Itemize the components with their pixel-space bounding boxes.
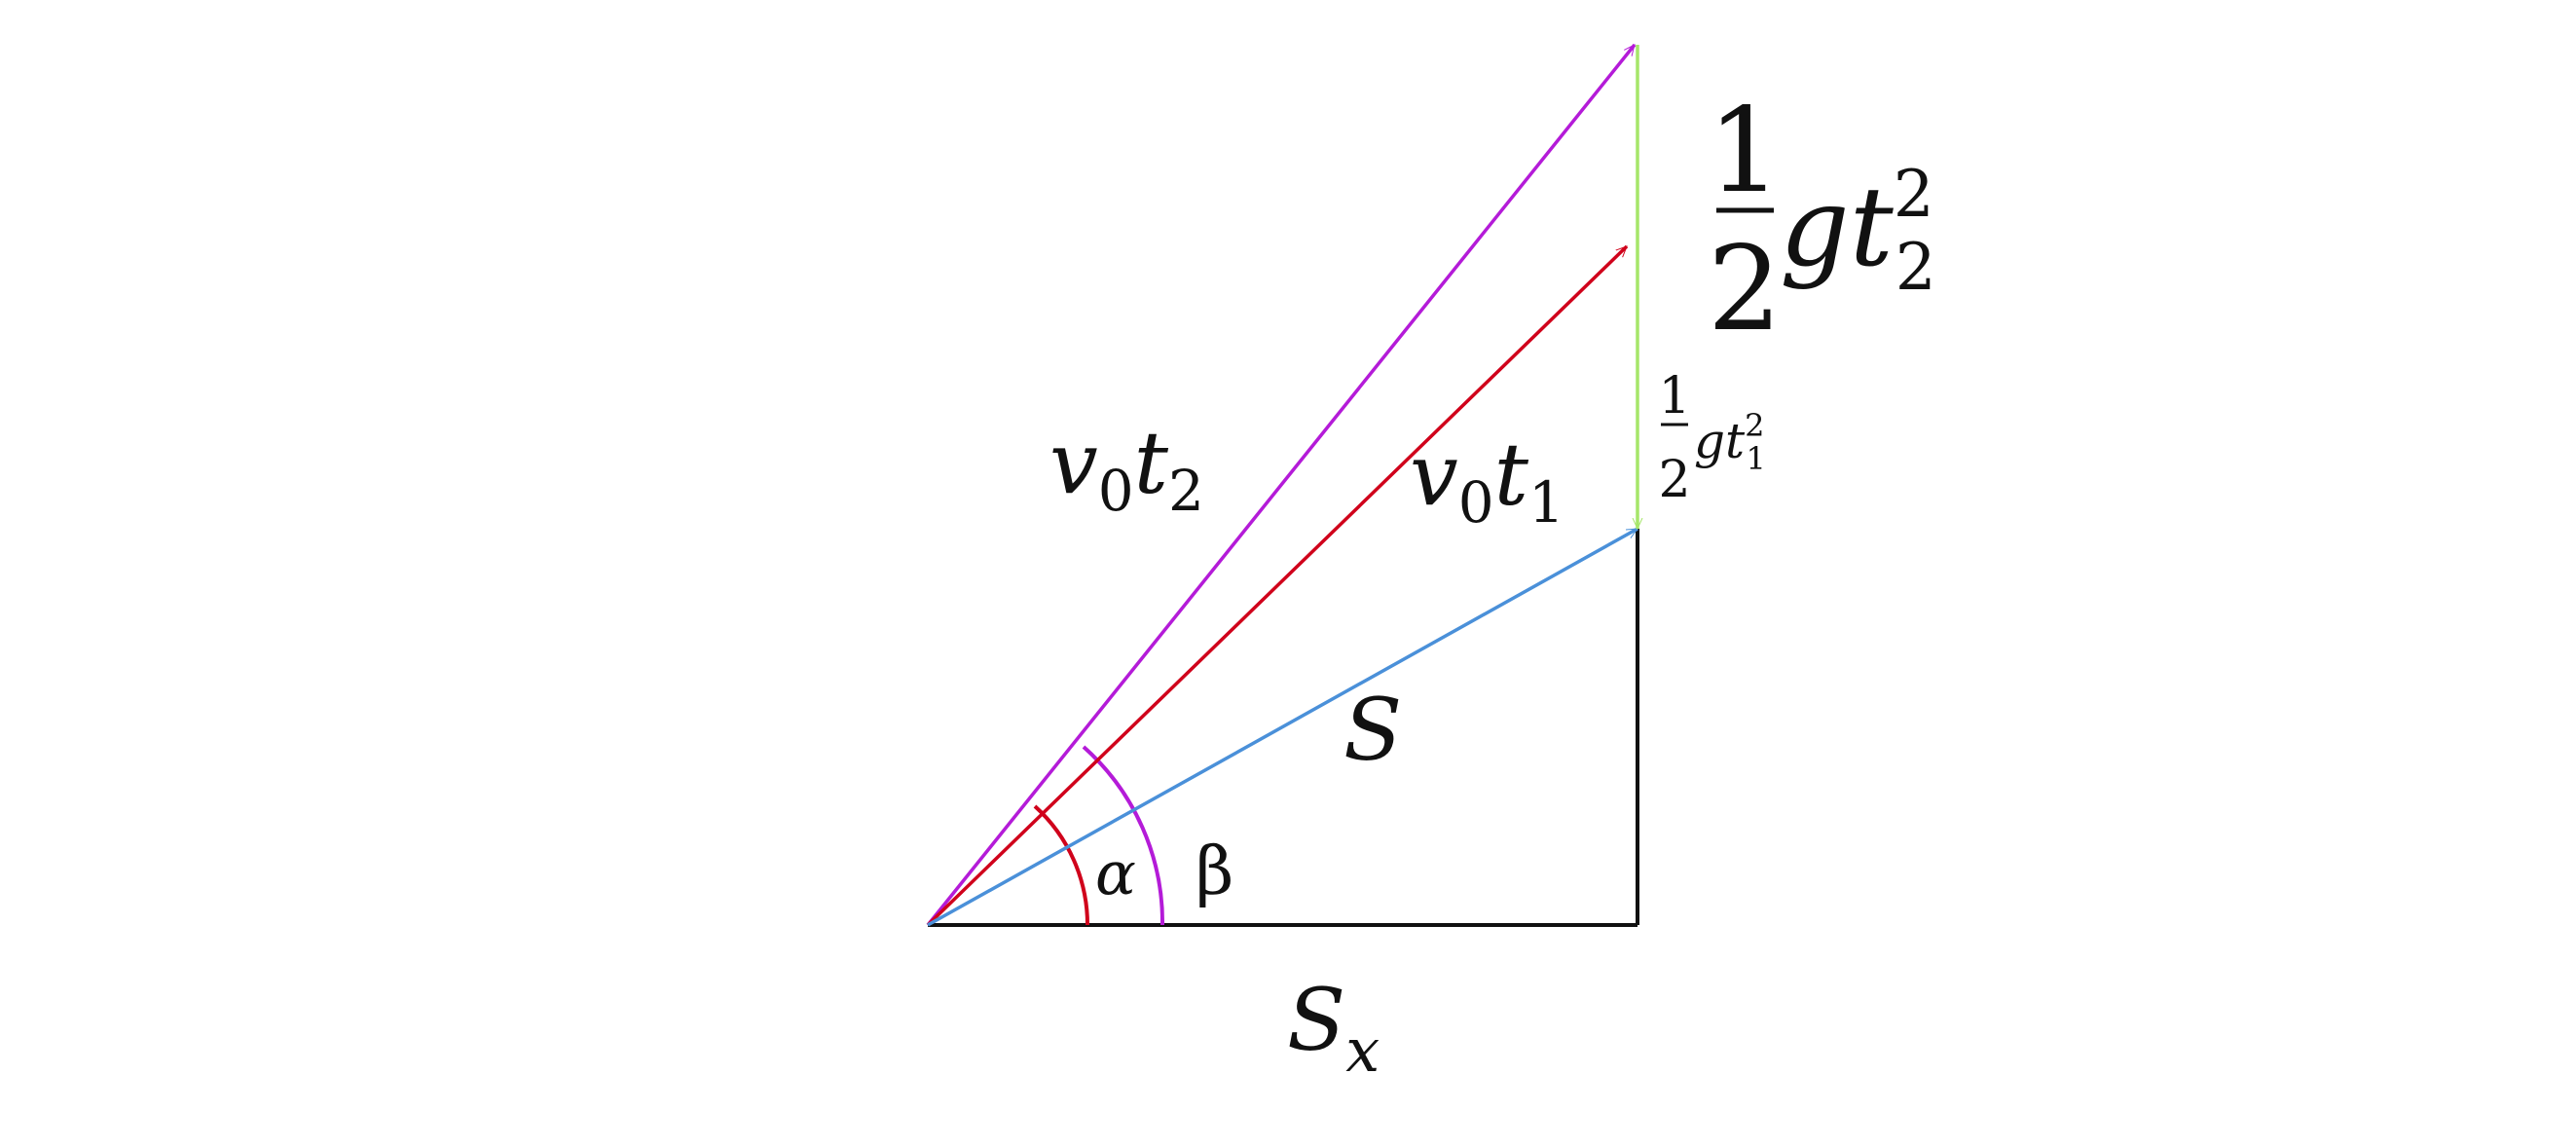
big-fraction: 1 2 gt2 2 <box>1708 84 1936 357</box>
arrow-v0t2 <box>926 43 1637 927</box>
sub: 0 <box>1098 458 1134 524</box>
label-v0t1: v0t1 <box>1410 425 1564 536</box>
gt-term: gt2 1 <box>1694 407 1766 477</box>
sub: 1 <box>1528 469 1564 536</box>
small-fraction: 1 2 gt2 1 <box>1658 367 1765 509</box>
sub: 0 <box>1458 469 1494 536</box>
sym: t <box>1850 165 1895 291</box>
alpha-arc <box>1033 804 1090 926</box>
sym: v <box>1410 425 1458 525</box>
label-s: S <box>1343 680 1402 780</box>
sym: S <box>1287 970 1345 1070</box>
sym: t <box>1494 425 1529 525</box>
sym: g <box>1780 165 1850 291</box>
sym: t <box>1725 413 1746 469</box>
sym: g <box>1694 413 1725 469</box>
numerator: 1 <box>1658 367 1690 426</box>
triangle <box>928 529 1639 927</box>
label-v0t2: v0t2 <box>1049 413 1204 524</box>
label-beta: β <box>1196 833 1233 910</box>
arrow-s <box>927 527 1638 927</box>
sub: x <box>1345 1015 1380 1086</box>
denominator: 2 <box>1658 451 1690 509</box>
label-sx: Sx <box>1287 970 1380 1086</box>
sub: 2 <box>1895 230 1936 305</box>
gt-term: gt2 2 <box>1780 157 1936 305</box>
sup: 2 <box>1745 407 1764 444</box>
numerator: 1 <box>1708 84 1782 219</box>
beta-arc <box>1082 745 1165 926</box>
sym: v <box>1049 413 1098 513</box>
denominator: 2 <box>1708 222 1782 357</box>
sup: 2 <box>1894 157 1934 232</box>
label-alpha: α <box>1095 837 1136 908</box>
arrow-v0t1 <box>926 244 1629 927</box>
sym: t <box>1134 413 1169 513</box>
sub: 2 <box>1168 458 1204 524</box>
sub: 1 <box>1746 440 1765 477</box>
